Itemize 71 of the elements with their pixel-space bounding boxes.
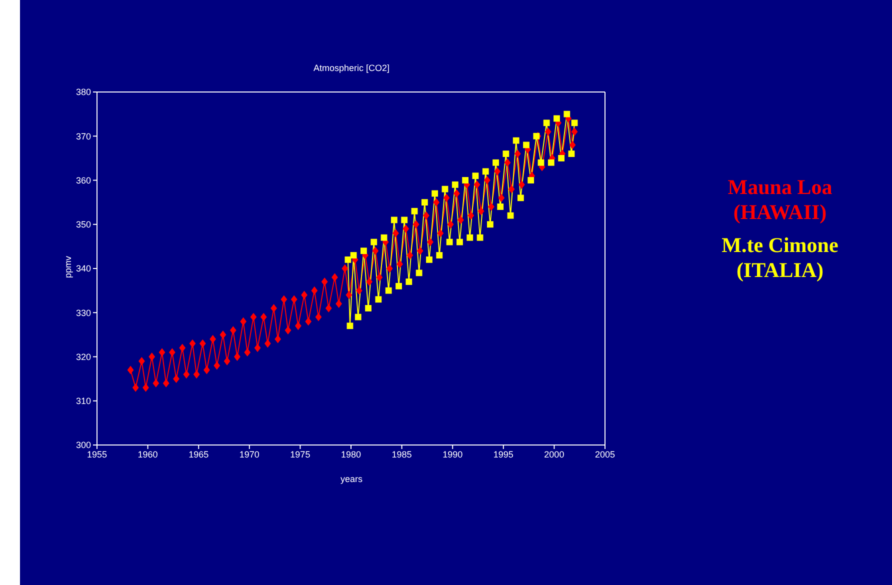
point [360,248,367,254]
point [564,110,570,118]
x-tick-label: 1960 [138,449,158,460]
y-tick-label: 380 [76,87,91,98]
text: M.te Cimone (ITALIA) [720,233,840,283]
x-axis-title: years [339,474,364,484]
point [416,270,422,276]
point [432,190,438,197]
point [482,168,489,175]
y-tick-label: 310 [76,396,91,406]
point [462,177,468,184]
y-tick-label: 360 [76,175,91,186]
x-tick-label: 1970 [239,449,260,460]
point [492,159,499,166]
point [411,208,418,214]
point [476,234,484,241]
point [512,137,520,144]
point [502,150,510,157]
x-tick-label: 1990 [442,449,463,460]
point [385,287,392,294]
text: Mauna Loa (HAWAII) [726,175,834,225]
y-tick-label: 370 [76,131,91,142]
point [350,252,357,258]
point [426,256,432,263]
point [346,322,354,330]
point [507,212,514,219]
point [523,142,530,148]
y-tick-label: 340 [76,264,91,274]
chart-title: Atmospheric [CO2] [312,63,391,73]
point [528,177,534,184]
x-tick-label: 1995 [493,449,514,460]
x-tick-label: 1985 [392,449,412,460]
point [446,238,453,246]
point [571,120,578,126]
point [497,204,504,210]
x-tick-label: 1965 [188,449,209,460]
y-tick-label: 320 [76,352,91,362]
point [365,305,372,312]
y-tick-label: 300 [76,440,91,450]
point [452,181,458,188]
point [421,199,428,206]
y-axis-title: ppmv [63,255,73,280]
point [370,238,378,246]
y-tick-label: 330 [76,308,91,318]
x-tick-label: 2005 [594,449,616,460]
point [543,120,550,126]
point [517,194,524,202]
point [375,296,382,303]
point [354,314,362,320]
point [456,238,463,246]
point [548,159,554,166]
point [390,216,398,224]
point [466,234,474,241]
point [401,216,408,224]
y-tick-label: 350 [76,220,91,230]
x-tick-label: 1975 [290,449,310,460]
point [554,115,560,122]
x-tick-label: 1955 [86,449,108,460]
point [568,150,575,157]
point [538,159,544,166]
point [406,278,412,285]
point [344,256,352,263]
x-tick-label: 2000 [544,449,564,460]
point [396,282,402,290]
point [472,172,479,180]
point [380,234,388,241]
point [436,252,443,258]
point [558,154,565,162]
point [442,186,448,192]
point [486,221,494,228]
x-tick-label: 1980 [340,449,362,460]
